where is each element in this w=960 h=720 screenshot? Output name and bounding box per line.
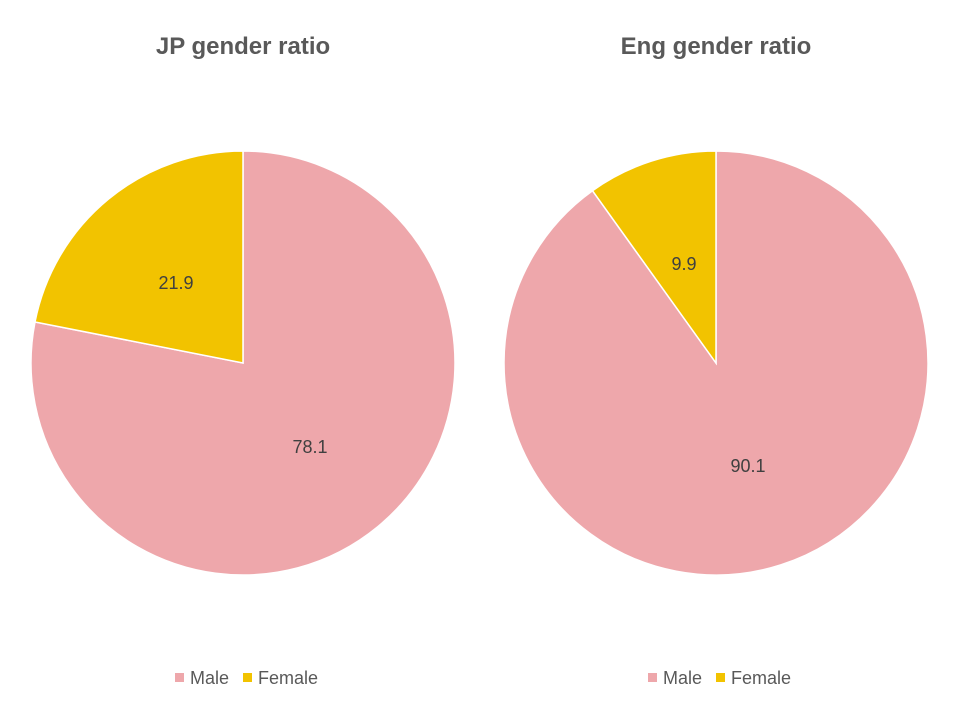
eng-chart-title: Eng gender ratio — [621, 33, 812, 60]
eng-slice-female — [591, 150, 717, 366]
jp-legend-swatch-male — [175, 673, 184, 682]
jp-legend-label-female: Female — [258, 668, 318, 688]
jp-label-male: 78.1 — [292, 437, 327, 457]
jp-legend-label-male: Male — [190, 668, 229, 688]
eng-legend-label-female: Female — [731, 668, 791, 688]
eng-chart: Eng gender ratio 90.1 9.9 Male Female — [503, 33, 929, 688]
jp-label-female: 21.9 — [158, 273, 193, 293]
eng-label-female: 9.9 — [671, 254, 696, 274]
jp-chart-title: JP gender ratio — [156, 33, 330, 60]
eng-legend-label-male: Male — [663, 668, 702, 688]
jp-legend-swatch-female — [243, 673, 252, 682]
eng-label-male: 90.1 — [730, 456, 765, 476]
jp-pie: 78.1 21.9 — [30, 150, 456, 576]
eng-legend-swatch-male — [648, 673, 657, 682]
eng-legend-swatch-female — [716, 673, 725, 682]
jp-chart: JP gender ratio 78.1 21.9 Male Female — [30, 33, 456, 688]
jp-legend: Male Female — [175, 668, 318, 688]
eng-legend: Male Female — [648, 668, 791, 688]
jp-slice-female — [34, 150, 244, 364]
eng-pie: 90.1 9.9 — [503, 150, 929, 576]
